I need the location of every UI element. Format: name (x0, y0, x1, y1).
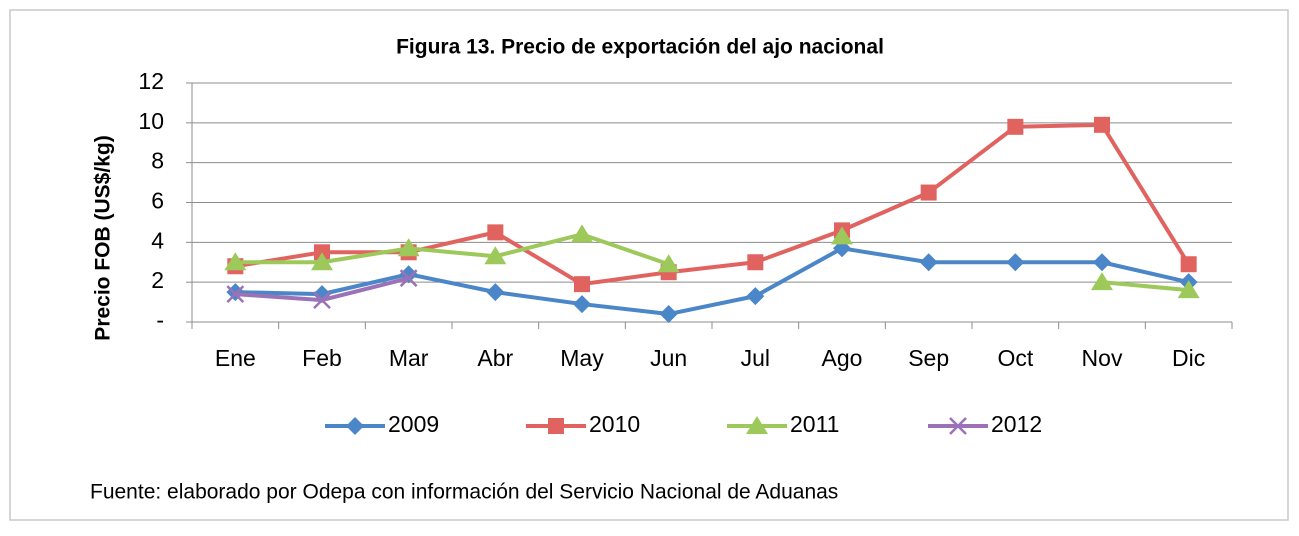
data-point (1093, 253, 1111, 272)
y-tick-label: 10 (138, 108, 164, 134)
data-point (397, 238, 420, 257)
series-line (235, 246, 1190, 317)
data-point (571, 224, 593, 243)
x-tick-label: Jul (741, 345, 770, 371)
data-point (486, 283, 505, 302)
data-point (311, 252, 333, 271)
data-point (831, 226, 853, 245)
x-tick-label: Feb (302, 345, 342, 371)
data-point (1177, 280, 1200, 299)
y-tick-label: 4 (151, 227, 164, 253)
data-point (657, 254, 680, 273)
legend-label: 2009 (388, 411, 439, 437)
legend-label: 2010 (589, 411, 640, 437)
data-point (313, 291, 331, 309)
data-point (1094, 116, 1110, 133)
legend-label: 2012 (991, 411, 1042, 437)
x-tick-label: Oct (997, 345, 1033, 371)
chart-title: Figura 13. Precio de exportación del ajo… (396, 36, 884, 59)
source-note: Fuente: elaborado por Odepa con informac… (90, 481, 838, 504)
data-point (1006, 253, 1025, 272)
data-point (1091, 272, 1113, 291)
x-tick-label: Ene (215, 345, 256, 371)
data-point (746, 287, 765, 306)
series (226, 269, 418, 309)
series-line (235, 232, 1189, 293)
data-point (747, 254, 764, 271)
y-tick-label: 6 (151, 188, 164, 214)
x-tick-label: Sep (908, 345, 949, 371)
data-point (399, 269, 418, 288)
x-tick-label: Ago (822, 345, 863, 371)
data-point (574, 276, 590, 293)
x-tick-label: Mar (389, 345, 429, 371)
legend-marker (746, 416, 768, 434)
legend-label: 2011 (790, 411, 839, 437)
data-point (659, 305, 678, 324)
data-point (224, 252, 247, 271)
data-point (920, 184, 937, 201)
y-axis-label: Precio FOB (US$/kg) (92, 135, 115, 340)
x-tick-label: Nov (1082, 345, 1123, 371)
y-tick-label: 12 (138, 68, 164, 94)
data-point (226, 283, 245, 302)
chart-frame (9, 9, 1289, 521)
x-tick-label: May (560, 345, 604, 371)
x-tick-label: Abr (477, 345, 513, 371)
y-tick-label: - (156, 307, 164, 333)
legend-marker (548, 418, 564, 434)
series (224, 224, 1200, 299)
y-tick-label: 8 (151, 148, 164, 174)
legend-marker (346, 417, 364, 435)
data-point (919, 253, 938, 272)
data-point (1180, 256, 1197, 273)
x-tick-label: Jun (650, 345, 687, 371)
data-point (487, 224, 504, 241)
data-point (226, 285, 245, 304)
data-point (484, 246, 507, 265)
data-point (1007, 118, 1024, 135)
x-tick-label: Dic (1172, 345, 1205, 371)
legend-marker (949, 417, 967, 435)
y-tick-label: 2 (151, 267, 164, 293)
data-point (573, 295, 591, 314)
